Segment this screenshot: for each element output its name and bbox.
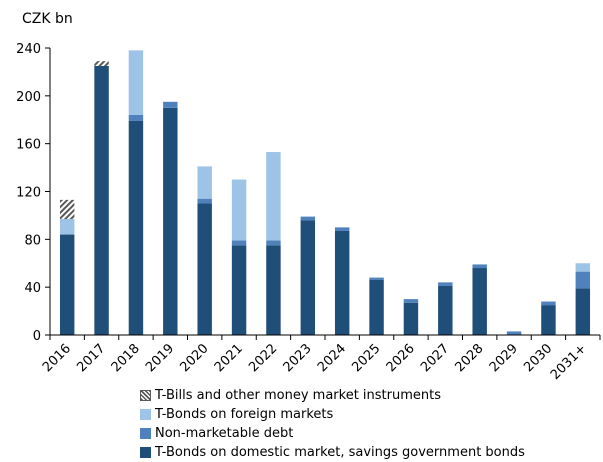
bar-2027-series-1 — [438, 282, 453, 286]
bar-2018-series-2 — [128, 50, 144, 115]
bar-2031+-series-1 — [575, 271, 591, 289]
bar-2021-series-2 — [231, 179, 247, 241]
bars — [59, 50, 591, 336]
legend-swatch — [140, 447, 151, 458]
bar-2020-series-0 — [197, 203, 212, 335]
bar-2027-series-0 — [438, 285, 453, 335]
bar-2016-series-0 — [59, 234, 75, 335]
bar-2022-series-2 — [266, 152, 281, 241]
legend-label: T-Bonds on foreign markets — [155, 407, 334, 422]
x-tick-label: 2031+ — [548, 341, 590, 383]
legend-item: T-Bills and other money market instrumen… — [140, 386, 525, 405]
legend-item: T-Bonds on foreign markets — [140, 405, 525, 424]
x-tick-label: 2027 — [418, 341, 452, 375]
bar-2029-series-1 — [506, 331, 522, 335]
y-tick-label: 40 — [24, 281, 41, 296]
legend-item: Non-marketable debt — [140, 424, 525, 443]
x-tick-label: 2019 — [143, 341, 177, 375]
legend: T-Bills and other money market instrumen… — [140, 386, 525, 462]
bar-2018-series-0 — [128, 120, 144, 335]
bar-2016-series-3 — [59, 199, 75, 220]
y-tick-label: 80 — [24, 233, 41, 248]
x-tick-label: 2016 — [40, 341, 74, 375]
y-tick-label: 120 — [16, 186, 41, 201]
y-tick-label: 240 — [16, 42, 41, 57]
bar-2024-series-0 — [334, 230, 350, 335]
bar-2030-series-1 — [541, 301, 556, 306]
bar-2023-series-1 — [300, 216, 316, 221]
legend-item: T-Bonds on domestic market, savings gove… — [140, 443, 525, 462]
bar-2030-series-0 — [541, 305, 556, 335]
x-tick-label: 2018 — [109, 341, 143, 375]
bar-2023-series-0 — [300, 220, 316, 335]
bar-2021-series-1 — [231, 240, 247, 246]
x-tick-label: 2024 — [315, 341, 349, 375]
x-tick-label: 2022 — [246, 341, 280, 375]
y-axis-label: CZK bn — [22, 11, 73, 27]
bar-2028-series-1 — [472, 264, 487, 269]
bar-2017-series-0 — [94, 65, 109, 335]
legend-label: T-Bills and other money market instrumen… — [155, 388, 442, 403]
bar-2021-series-0 — [231, 245, 247, 335]
bar-2022-series-1 — [266, 240, 281, 246]
x-tick-label: 2025 — [349, 341, 383, 375]
bar-2031+-series-0 — [575, 288, 591, 335]
bar-2026-series-1 — [403, 299, 419, 303]
bar-2017-series-3 — [94, 61, 109, 66]
bar-2028-series-0 — [472, 268, 487, 335]
bar-2018-series-1 — [128, 114, 144, 121]
bar-2022-series-0 — [266, 245, 281, 335]
bar-2024-series-1 — [334, 227, 350, 231]
bar-2020-series-2 — [197, 166, 212, 199]
legend-swatch — [140, 428, 151, 439]
bar-2025-series-0 — [369, 279, 384, 335]
bar-2016-series-2 — [59, 219, 75, 235]
legend-swatch — [140, 409, 151, 420]
x-tick-label: 2020 — [178, 341, 212, 375]
legend-swatch — [140, 390, 151, 401]
bar-2031+-series-2 — [575, 263, 591, 272]
x-axis: 2016 2017 2018 2019 2020 2021 2022 2023 2024 2025… — [40, 334, 601, 383]
y-axis: 0 40 80 120 160 200 240 — [16, 42, 51, 344]
bar-2025-series-1 — [369, 277, 384, 280]
y-tick-label: 0 — [33, 329, 41, 344]
legend-label: T-Bonds on domestic market, savings gove… — [155, 445, 525, 460]
x-tick-label: 2026 — [384, 341, 418, 375]
y-tick-label: 160 — [16, 138, 41, 153]
bar-2020-series-1 — [197, 198, 212, 204]
bar-2026-series-0 — [403, 302, 419, 335]
x-tick-label: 2017 — [74, 341, 108, 375]
bar-2019-series-0 — [163, 107, 178, 336]
x-tick-label: 2021 — [212, 341, 246, 375]
legend-label: Non-marketable debt — [155, 426, 294, 441]
x-tick-label: 2028 — [453, 341, 487, 375]
x-tick-label: 2029 — [487, 341, 521, 375]
bar-2019-series-1 — [163, 101, 178, 108]
y-tick-label: 200 — [16, 90, 41, 105]
x-tick-label: 2023 — [281, 341, 315, 375]
